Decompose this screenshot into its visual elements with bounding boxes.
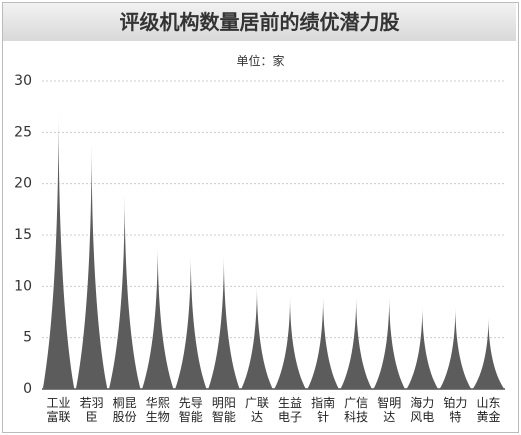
- x-tick-label: 明阳 智能: [211, 396, 236, 424]
- x-tick-label: 海力 风电: [410, 396, 435, 424]
- x-tick-label: 指南 针: [311, 396, 336, 424]
- x-tick-label: 华熙 生物: [145, 396, 170, 424]
- y-tick-label: 10: [14, 278, 32, 294]
- spike: [241, 286, 273, 389]
- y-tick-label: 15: [14, 227, 32, 243]
- y-tick-label: 5: [23, 330, 32, 346]
- spike: [75, 142, 108, 389]
- y-tick-label: 0: [23, 381, 32, 397]
- spike: [373, 296, 405, 389]
- y-tick-label: 25: [14, 124, 32, 140]
- x-tick-label: 若羽 臣: [79, 396, 104, 424]
- spike: [307, 296, 339, 389]
- spike: [142, 245, 174, 389]
- x-tick-label: 广信 科技: [344, 396, 369, 424]
- y-tick-label: 20: [14, 176, 32, 192]
- spike: [274, 296, 306, 389]
- x-tick-label: 工业 富联: [46, 396, 71, 424]
- y-tick-label: 30: [14, 73, 32, 89]
- spike: [208, 255, 240, 389]
- spike: [439, 306, 472, 389]
- x-tick-label: 山东 黄金: [476, 396, 501, 424]
- x-tick-label: 智明 达: [377, 396, 402, 424]
- spike: [472, 317, 505, 389]
- x-tick-label: 先导 智能: [178, 396, 203, 424]
- spike: [42, 111, 75, 390]
- x-tick-label: 广联 达: [244, 396, 269, 424]
- chart-title: 评级机构数量居前的绩优潜力股: [3, 3, 516, 41]
- spike: [108, 193, 141, 389]
- x-tick-label: 生益 电子: [278, 396, 303, 424]
- chart-subtitle: 单位：家: [236, 54, 285, 68]
- spike: [406, 306, 439, 389]
- x-tick-label: 桐昆 股份: [112, 396, 137, 424]
- spike: [175, 255, 207, 389]
- x-tick-label: 铂力 特: [443, 396, 468, 424]
- spike: [340, 296, 372, 389]
